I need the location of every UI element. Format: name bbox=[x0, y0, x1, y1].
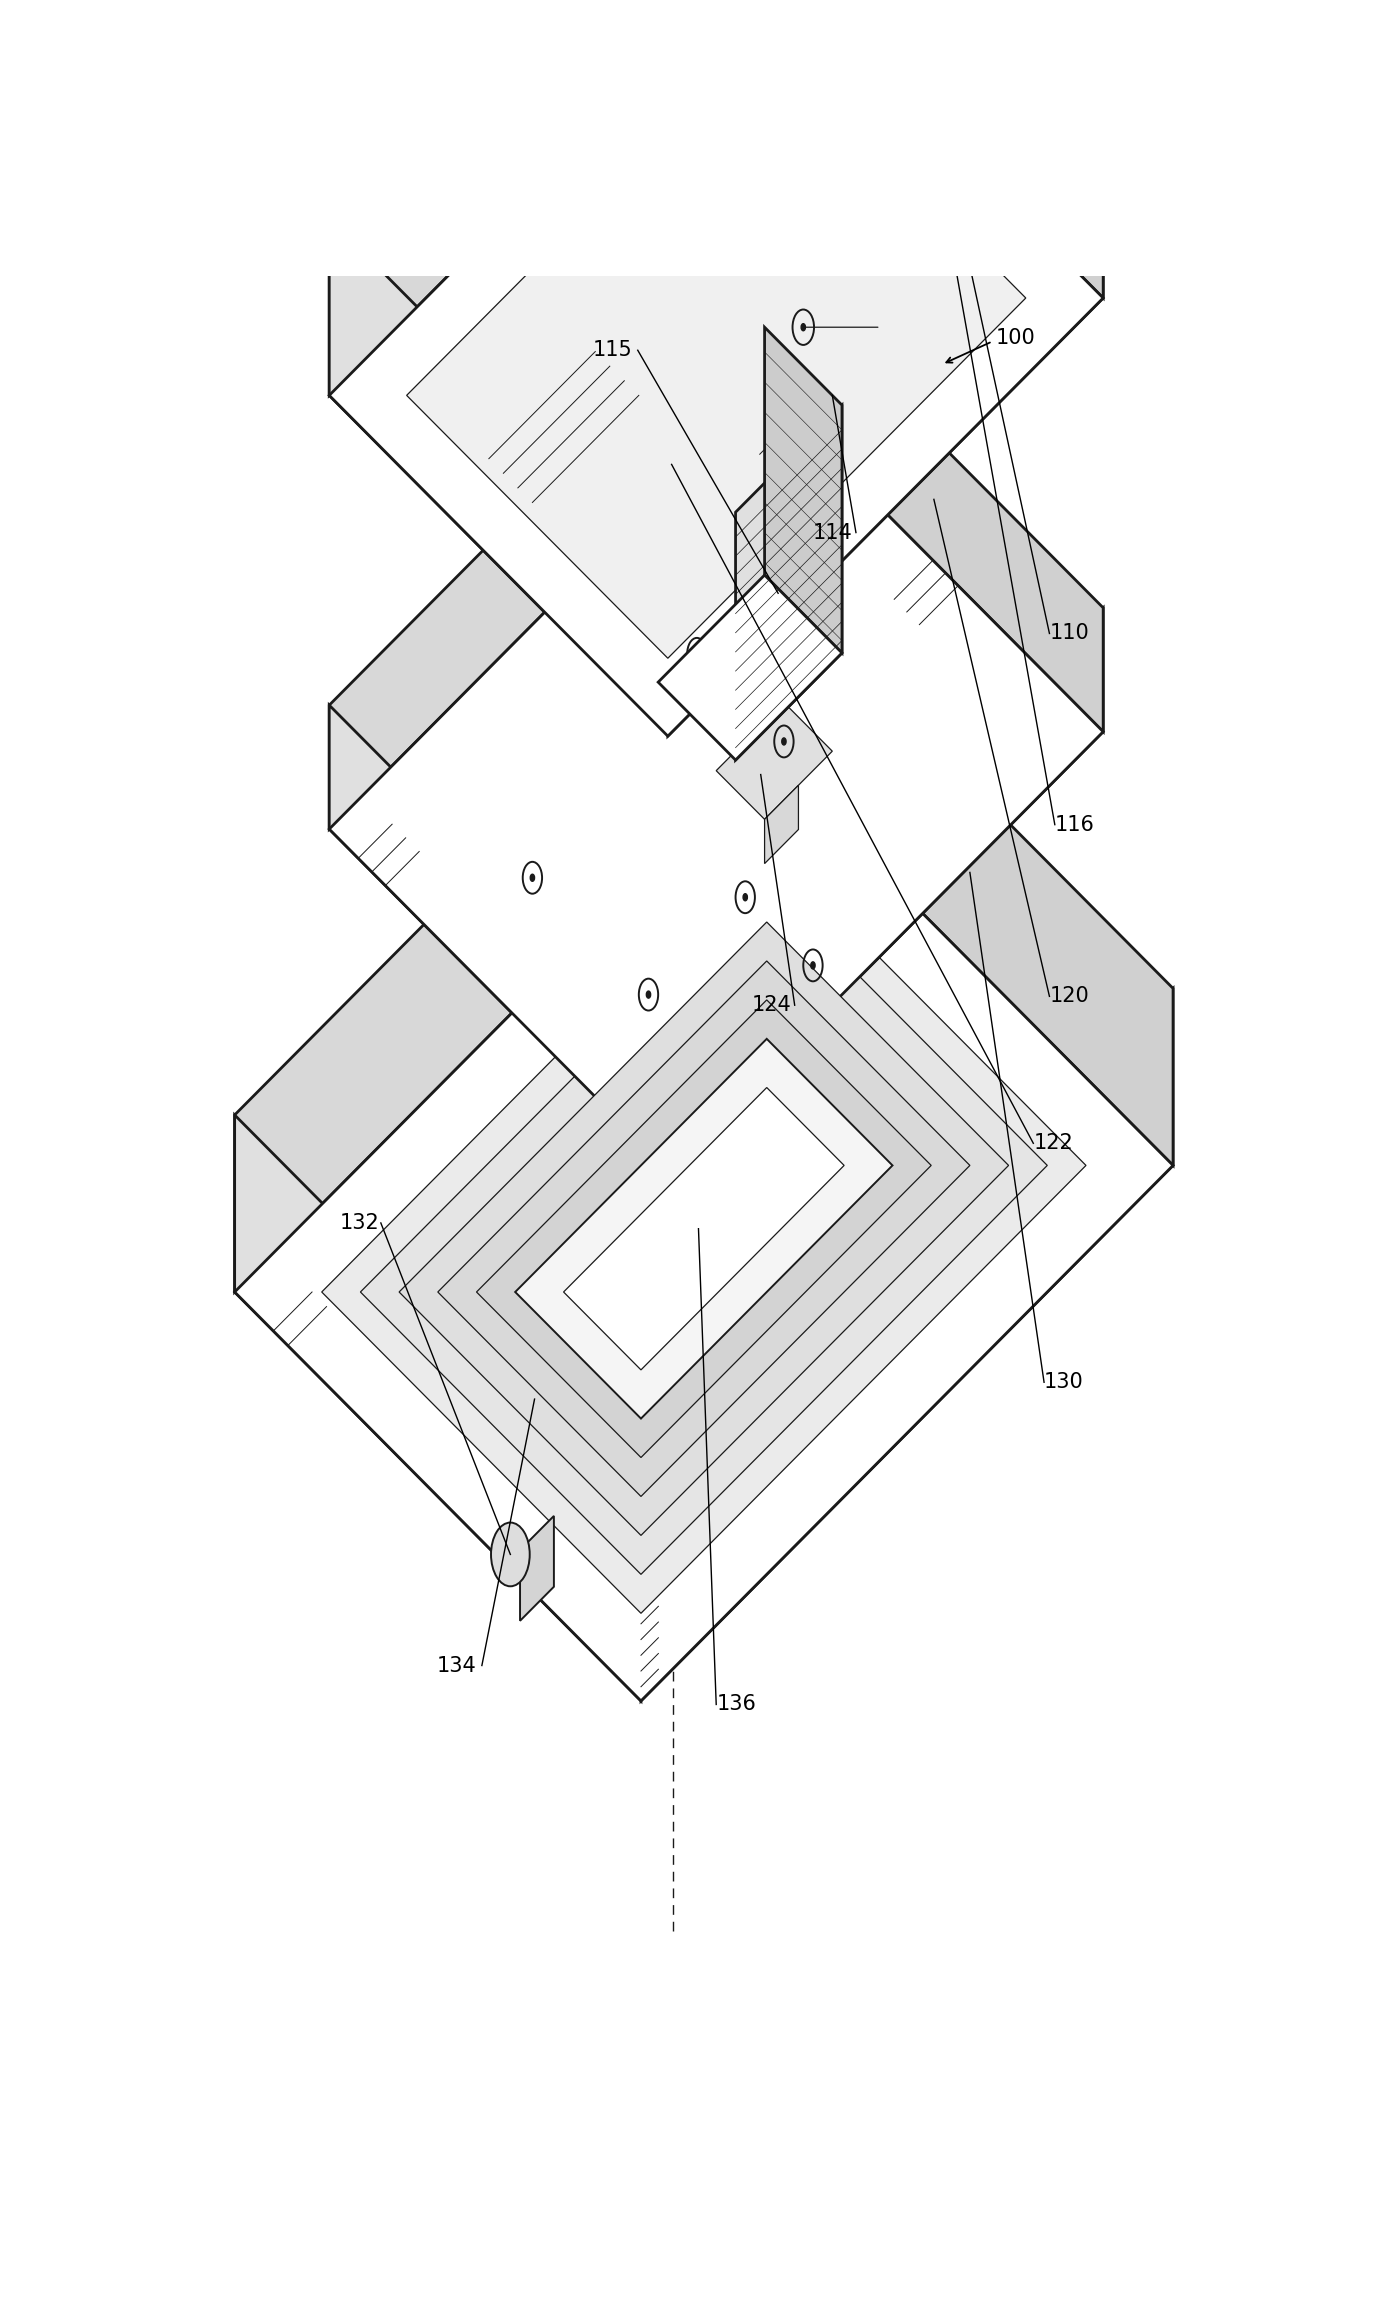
Polygon shape bbox=[764, 0, 1103, 299]
Polygon shape bbox=[329, 0, 764, 395]
Polygon shape bbox=[406, 34, 1026, 658]
Polygon shape bbox=[716, 703, 832, 818]
Text: 136: 136 bbox=[716, 1694, 756, 1715]
Polygon shape bbox=[438, 961, 970, 1497]
Circle shape bbox=[695, 651, 699, 658]
Polygon shape bbox=[515, 1039, 892, 1418]
Polygon shape bbox=[329, 218, 669, 736]
Polygon shape bbox=[735, 405, 842, 761]
Polygon shape bbox=[234, 1115, 641, 1701]
Polygon shape bbox=[234, 579, 767, 1292]
Polygon shape bbox=[329, 267, 764, 830]
Text: 115: 115 bbox=[592, 340, 632, 361]
Polygon shape bbox=[329, 391, 1103, 1170]
Polygon shape bbox=[659, 575, 842, 761]
Text: 116: 116 bbox=[1054, 814, 1094, 835]
Polygon shape bbox=[361, 883, 1047, 1575]
Polygon shape bbox=[669, 607, 1103, 1170]
Circle shape bbox=[782, 738, 786, 745]
Text: 130: 130 bbox=[1044, 1373, 1083, 1393]
Polygon shape bbox=[329, 0, 1103, 736]
Circle shape bbox=[491, 1522, 530, 1586]
Polygon shape bbox=[764, 267, 1103, 731]
Circle shape bbox=[802, 324, 806, 331]
Text: 134: 134 bbox=[437, 1655, 477, 1676]
Polygon shape bbox=[669, 122, 1103, 736]
Circle shape bbox=[743, 894, 748, 901]
Circle shape bbox=[530, 874, 534, 881]
Text: 110: 110 bbox=[1050, 623, 1089, 644]
Text: 114: 114 bbox=[813, 522, 853, 543]
Circle shape bbox=[811, 961, 816, 968]
Polygon shape bbox=[764, 786, 799, 864]
Polygon shape bbox=[322, 844, 1086, 1614]
Text: 100: 100 bbox=[996, 329, 1036, 347]
Text: 124: 124 bbox=[752, 995, 792, 1016]
Polygon shape bbox=[520, 1515, 553, 1621]
Polygon shape bbox=[234, 756, 1173, 1701]
Polygon shape bbox=[641, 989, 1173, 1701]
Polygon shape bbox=[477, 1000, 931, 1458]
Polygon shape bbox=[399, 922, 1008, 1536]
Text: 120: 120 bbox=[1050, 986, 1089, 1007]
Polygon shape bbox=[329, 706, 669, 1170]
Text: 122: 122 bbox=[1033, 1133, 1074, 1154]
Polygon shape bbox=[764, 326, 842, 653]
Polygon shape bbox=[563, 1087, 845, 1370]
Polygon shape bbox=[767, 579, 1173, 1166]
Text: 132: 132 bbox=[340, 1214, 380, 1232]
Circle shape bbox=[646, 991, 651, 998]
